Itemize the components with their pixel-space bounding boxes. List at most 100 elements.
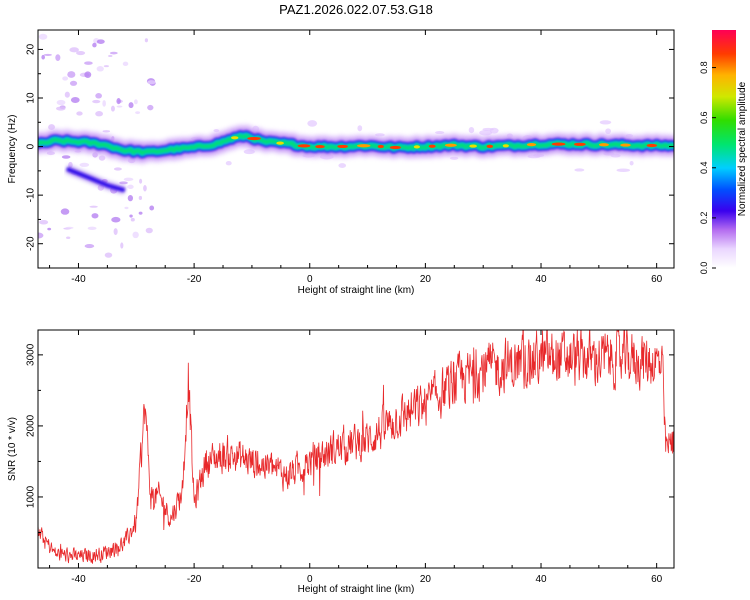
spectrogram-noise-blob (43, 53, 52, 56)
snr-x-tick-label: 60 (651, 574, 663, 585)
spectrogram-noise-blob (468, 126, 475, 134)
spectrogram-peak (428, 144, 436, 148)
colorbar-tick-label: 0.4 (699, 162, 709, 175)
spectrogram-x-tick-label: 0 (307, 274, 313, 285)
spectrogram-noise-blob (147, 80, 156, 85)
spectrogram-noise-blob (56, 99, 66, 106)
chart-title: PAZ1.2026.022.07.53.G18 (279, 2, 433, 17)
spectrogram-noise-blob (128, 102, 134, 109)
spectrogram-x-axis: -40 -20 0 20 40 60 (49, 30, 663, 285)
spectrogram-noise-blob (479, 129, 493, 136)
spectrogram-noise-blob (55, 54, 61, 62)
spectrogram-noise-blob (39, 220, 49, 225)
spectrogram-noise-blob (110, 105, 115, 112)
spectrogram-peak (551, 142, 566, 146)
spectrogram-peak (469, 144, 477, 148)
spectrogram-noise-blob (127, 194, 134, 202)
spectrogram-noise-blob (47, 227, 52, 231)
spectrogram-noise-blob (95, 111, 104, 117)
spectrogram-noise-blob (89, 205, 98, 208)
snr-y-tick-label: 2000 (26, 414, 37, 437)
spectrogram-noise-blob (119, 181, 128, 185)
snr-x-tick-label: -40 (71, 574, 86, 585)
spectrogram-noise-blob (103, 65, 109, 68)
spectrogram-noise-blob (84, 243, 95, 249)
spectrogram-noise-blob (143, 185, 147, 192)
spectrogram-ridge-green (38, 133, 674, 156)
spectrogram-noise-blob (116, 105, 123, 108)
snr-x-tick-label: 40 (535, 574, 547, 585)
spectrogram-peak (231, 136, 239, 140)
spectrogram-noise-blob (138, 211, 143, 215)
spectrogram-noise-blob (76, 111, 83, 116)
spectrogram-noise-blob (96, 39, 105, 44)
spectrogram-x-tick-label: 60 (651, 274, 663, 285)
spectrogram-panel: -40 -20 0 20 40 60 -20 -10 0 10 20 Height of stra… (7, 29, 675, 296)
snr-x-label: Height of straight line (km) (298, 584, 415, 595)
colorbar-tick-label: 0.8 (699, 61, 709, 74)
spectrogram-noise-blob (109, 51, 118, 55)
spectrogram-noise-blob (357, 125, 363, 132)
spectrogram-data (38, 33, 674, 258)
spectrogram-noise-blob (127, 184, 134, 190)
spectrogram-noise-blob (61, 155, 71, 159)
snr-y-axis: 1000 2000 3000 (26, 343, 674, 533)
spectrogram-noise-blob (132, 231, 139, 239)
spectrogram-noise-blob (87, 226, 97, 231)
spectrogram-noise-blob (96, 66, 104, 72)
spectrogram-noise-blob (120, 242, 124, 249)
spectrogram-noise-blob (135, 111, 141, 115)
snr-y-label: SNR (10 * v/v) (7, 417, 18, 481)
spectrogram-peak (444, 143, 457, 147)
snr-x-tick-label: 20 (420, 574, 432, 585)
snr-data (38, 330, 674, 564)
spectrogram-noise-blob (145, 227, 153, 234)
spectrogram-noise-blob (129, 214, 133, 218)
spectrogram-x-label: Height of straight line (km) (298, 285, 415, 296)
spectrogram-y-tick-label: 20 (26, 43, 37, 55)
spectrogram-noise-blob (149, 205, 155, 211)
spectrogram-noise-blob (599, 120, 612, 125)
spectrogram-noise-blob (98, 155, 106, 161)
spectrogram-peak (389, 145, 401, 150)
spectrogram-noise-blob (124, 206, 129, 210)
spectrogram-noise-blob (147, 104, 154, 111)
snr-x-axis: -40 -20 0 20 40 60 (49, 330, 663, 585)
spectrogram-noise-blob (449, 156, 459, 160)
spectrogram-x-tick-label: -20 (187, 274, 202, 285)
spectrogram-noise-blob (91, 213, 99, 219)
spectrogram-peak (598, 143, 609, 147)
colorbar: 0.0 0.2 0.4 0.6 0.8 Normalized spectral ampl… (699, 30, 748, 274)
spectrogram-noise-blob (111, 216, 121, 223)
spectrogram-noise-blob (116, 98, 121, 105)
spectrogram-noise-blob (38, 232, 44, 239)
spectrogram-noise-blob (64, 91, 70, 98)
spectrogram-noise-blob (605, 128, 611, 135)
spectrogram-y-tick-label: 10 (26, 92, 37, 104)
spectrogram-peak (646, 143, 658, 148)
spectrogram-noise-blob (92, 99, 101, 104)
spectrogram-y-label: Frequency (Hz) (7, 115, 18, 184)
spectrogram-x-tick-label: -40 (71, 274, 86, 285)
snr-series-line (38, 330, 674, 564)
spectrogram-y-tick-label: 0 (26, 143, 37, 149)
spectrogram-peak (620, 143, 631, 147)
snr-panel: -40 -20 0 20 40 60 1000 2000 3000 Height of str… (7, 329, 675, 595)
spectrogram-peak (276, 141, 284, 145)
spectrogram-x-tick-label: 20 (420, 274, 432, 285)
spectrogram-side-branch (66, 167, 126, 193)
spectrogram-peak (247, 136, 261, 141)
spectrogram-noise-blob (122, 61, 129, 67)
spectrogram-noise-blob (79, 162, 90, 167)
spectrogram-noise-blob (225, 161, 232, 166)
spectrogram-noise-blob (84, 71, 92, 78)
snr-y-tick-label: 1000 (26, 485, 37, 508)
spectrogram-noise-blob (213, 129, 220, 133)
spectrogram-noise-blob (102, 130, 111, 133)
spectrogram-peak (297, 144, 311, 148)
snr-x-tick-label: 0 (307, 574, 313, 585)
spectrogram-noise-blob (69, 47, 79, 53)
spectrogram-noise-blob (62, 76, 69, 81)
spectrogram-noise-blob (629, 160, 634, 166)
spectrogram-noise-blob (65, 226, 74, 229)
